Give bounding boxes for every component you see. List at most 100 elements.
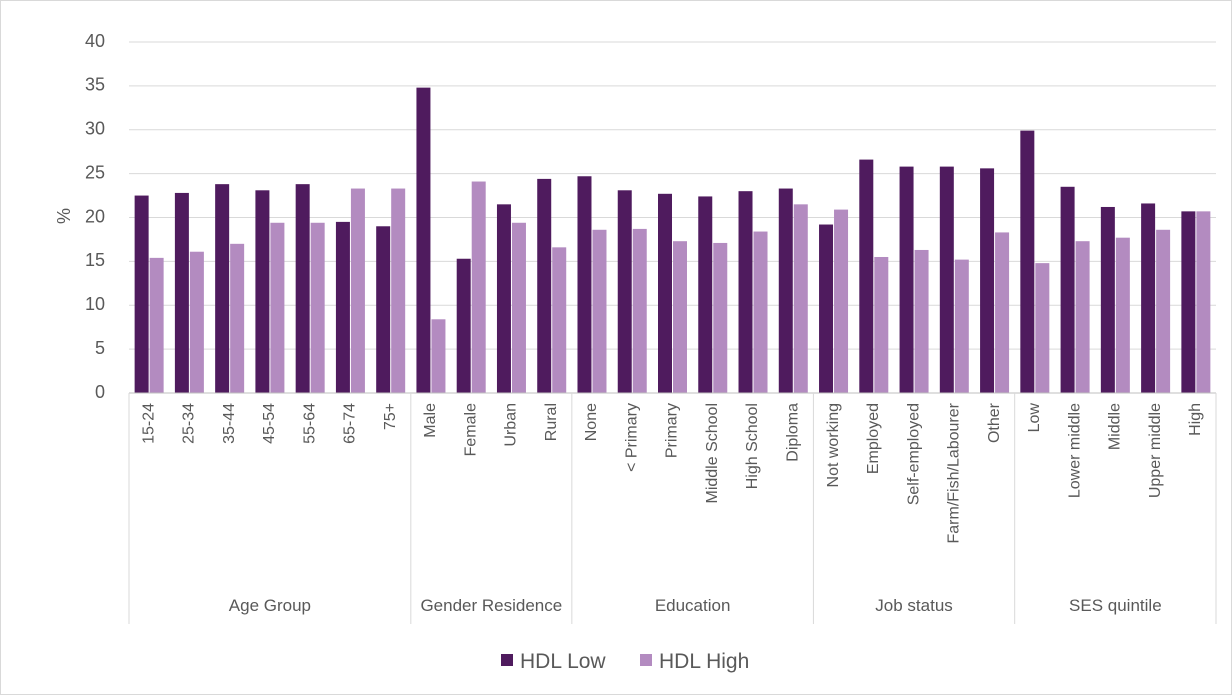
bar-hdl-high-middle-school [713,242,728,393]
bar-hdl-high-high [1196,211,1211,393]
x-tick-label-self-employed: Self-employed [905,403,922,505]
x-tick-label-75: 75+ [382,403,399,430]
bar-hdl-low-not-working [819,224,834,393]
bar-hdl-high-female [471,181,486,393]
y-axis-ticks: 0 5 10 15 20 25 30 35 40 [85,31,105,402]
bar-hdl-low-high-school [738,191,753,393]
bar-hdl-high-other [995,232,1010,393]
x-tick-label-25-34: 25-34 [181,403,198,444]
y-tick-label: 15 [85,250,105,270]
x-tick-label-urban: Urban [503,403,520,447]
bar-hdl-high-45-54 [270,222,285,393]
bar-hdl-low-low [1020,130,1035,393]
x-tick-label-low: Low [1026,403,1043,433]
x-tick-label-diploma: Diploma [784,403,801,462]
bar-hdl-low-none [577,176,592,393]
bar-hdl-high-male [431,319,446,393]
legend: HDL Low HDL High [501,650,749,673]
bar-hdl-high-urban [511,222,526,393]
x-tick-label-not-working: Not working [825,403,842,487]
group-label-gender-residence: Gender Residence [420,596,562,615]
bar-hdl-low-65-74 [335,221,350,393]
bar-hdl-low-urban [496,204,511,393]
bar-hdl-high-self-employed [914,249,929,393]
x-tick-label-45-54: 45-54 [261,403,278,444]
bar-hdl-high-primary [673,241,687,393]
bar-hdl-high-65-74 [350,188,365,393]
x-axis [128,392,1217,624]
bar-hdl-low-male [416,87,431,393]
x-tick-label-high: High [1187,403,1204,436]
y-tick-label: 10 [85,294,105,314]
y-tick-label: 35 [85,75,105,95]
x-tick-label-primary: < Primary [623,403,640,472]
bar-hdl-low-other [980,168,995,393]
bar-hdl-low-female [456,258,471,393]
legend-label-hdl-low: HDL Low [520,650,606,673]
bar-hdl-low-75 [376,226,391,393]
bar-hdl-high-25-34 [189,251,204,393]
bar-hdl-high-high-school [753,231,768,393]
x-tick-label-primary: Primary [664,403,681,458]
x-tick-label-employed: Employed [865,403,882,474]
bar-hdl-high-55-64 [310,222,325,393]
bar-hdl-high-none [592,229,607,393]
x-tick-label-female: Female [462,403,479,456]
bar-hdl-low-middle [1100,206,1115,393]
x-tick-label-high-school: High School [744,403,761,489]
y-tick-label: 5 [95,338,105,358]
group-label-education: Education [655,596,731,615]
bar-hdl-high-rural [552,247,567,393]
bar-hdl-high-upper-middle [1156,229,1171,393]
bar-hdl-high-35-44 [230,243,245,393]
bar-hdl-low-primary [617,190,632,393]
legend-swatch-hdl-high [640,654,652,666]
group-label-ses-quintile: SES quintile [1069,596,1162,615]
gridlines [129,41,1216,350]
bar-hdl-low-diploma [778,188,793,393]
y-tick-label: 25 [85,162,105,182]
y-tick-label: 20 [85,206,105,226]
bar-hdl-high-75 [391,188,406,393]
x-axis-category-labels: 15-24 25-34 35-44 45-54 55-64 65-74 75+ Male Fem… [140,402,1204,543]
bar-hdl-high-middle [1115,237,1130,393]
bar-hdl-low-middle-school [698,196,713,393]
group-label-age-group: Age Group [229,596,311,615]
bar-hdl-high-not-working [834,209,849,393]
bar-hdl-low-25-34 [174,192,189,393]
x-tick-label-none: None [583,403,600,441]
x-tick-label-middle-school: Middle School [704,403,721,504]
x-tick-label-other: Other [986,402,1003,443]
x-tick-label-male: Male [422,403,439,438]
bar-hdl-high-employed [874,256,889,393]
bar-hdl-low-rural [537,178,552,393]
bar-hdl-low-15-24 [134,195,149,393]
bar-hdl-high-low [1035,263,1050,393]
y-tick-label: 30 [85,119,105,139]
x-tick-label-upper-middle: Upper middle [1147,403,1164,498]
x-tick-label-35-44: 35-44 [221,403,238,444]
x-tick-label-middle: Middle [1107,403,1124,450]
x-tick-label-farm-fish-labourer: Farm/Fish/Labourer [946,402,963,543]
x-axis-group-labels: Age Group Gender Residence Education Job st… [229,596,1162,615]
bar-hdl-low-55-64 [295,184,310,393]
legend-swatch-hdl-low [501,654,513,666]
x-tick-label-15-24: 15-24 [140,403,157,444]
bar-hdl-low-farm-fish-labourer [939,166,954,393]
x-tick-label-55-64: 55-64 [301,403,318,444]
bar-hdl-low-45-54 [255,190,270,393]
bar-hdl-low-primary [658,193,672,393]
y-tick-label: 40 [85,31,105,51]
bar-hdl-high-lower-middle [1075,241,1090,393]
x-tick-label-65-74: 65-74 [342,403,359,444]
bar-hdl-high-primary [632,228,647,393]
y-tick-label: 0 [95,382,105,402]
bar-hdl-low-lower-middle [1060,186,1075,393]
bar-hdl-low-upper-middle [1141,203,1156,393]
y-axis-label: % [54,208,74,224]
x-tick-label-lower-middle: Lower middle [1066,403,1083,498]
bar-hdl-low-employed [859,159,874,393]
bars [134,87,1211,393]
